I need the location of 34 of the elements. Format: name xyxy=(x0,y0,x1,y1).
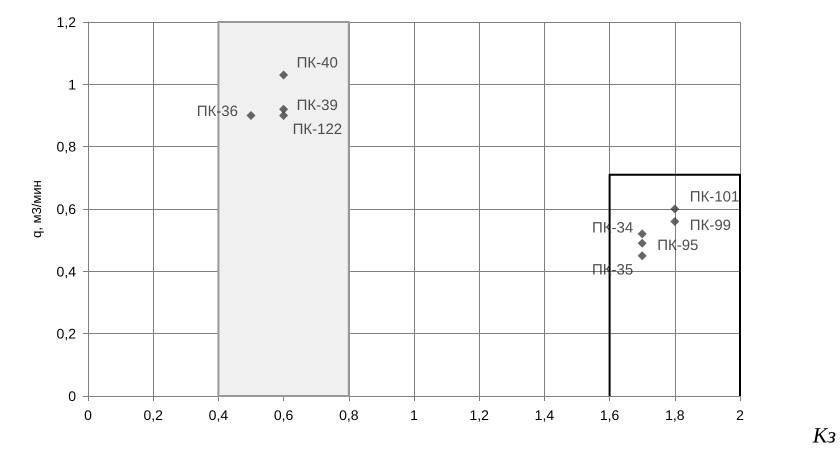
x-tick-label: 1,8 xyxy=(665,407,685,423)
y-tick-label: 0,8 xyxy=(56,138,76,155)
point xyxy=(279,70,288,80)
x-tick-label: 0,8 xyxy=(339,407,359,423)
annotation: ПК-99 xyxy=(690,216,732,234)
annotation: ПК-122 xyxy=(292,121,342,138)
point xyxy=(638,229,647,238)
x-tick-label: 0,6 xyxy=(274,407,294,423)
annotation: ПК-39 xyxy=(296,96,338,114)
point xyxy=(638,251,647,260)
x-tick-label: 1,6 xyxy=(600,407,620,423)
x-tick-label: 0 xyxy=(84,407,92,423)
point xyxy=(279,111,288,120)
point xyxy=(670,216,680,226)
point xyxy=(246,111,256,120)
y-axis-title: q, м3/мин xyxy=(29,180,44,238)
y-tick-label: 0,6 xyxy=(56,201,76,217)
y-tick-label: 0,2 xyxy=(56,326,76,342)
x-tick-label: 0,4 xyxy=(208,407,228,423)
y-tick-label: 0 xyxy=(68,388,76,404)
x-tick-label: 1,2 xyxy=(469,407,490,423)
x-tick-label: 1 xyxy=(410,407,418,423)
point xyxy=(670,204,680,214)
x-tick-label: 2 xyxy=(736,407,744,423)
x-tick-label: 1,4 xyxy=(534,407,554,423)
x-tick-label: 0,2 xyxy=(143,407,164,423)
y-tick-label: 1 xyxy=(68,76,76,92)
annotation: ПК-101 xyxy=(690,188,740,206)
point xyxy=(638,238,647,248)
annotation: ПК-36 xyxy=(196,103,238,120)
x-axis-title: Kз xyxy=(812,422,836,448)
annotation: ПК-40 xyxy=(296,54,338,72)
y-tick-label: 0,4 xyxy=(56,263,76,280)
y-tick-label: 1,2 xyxy=(56,14,76,30)
